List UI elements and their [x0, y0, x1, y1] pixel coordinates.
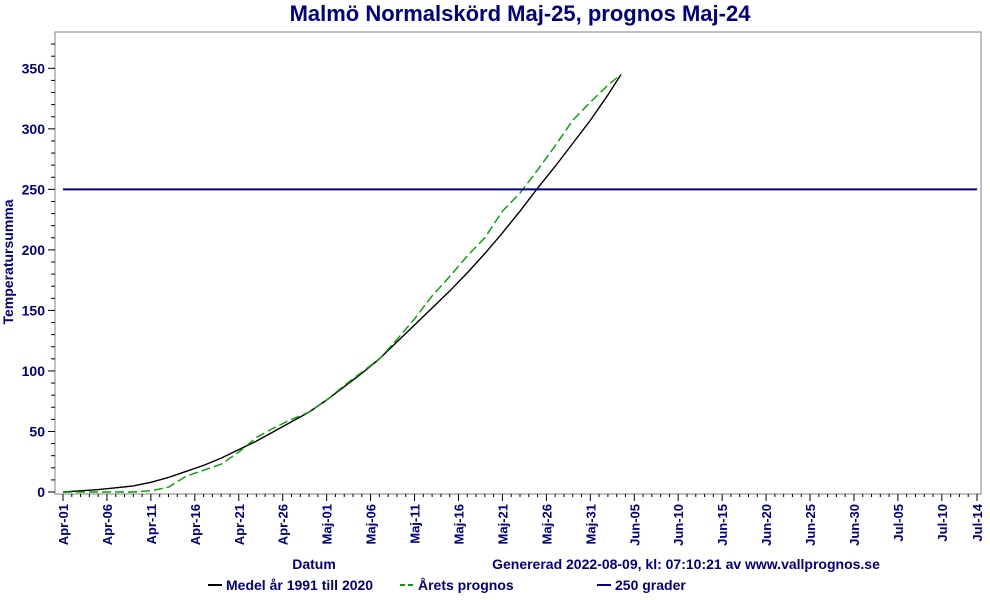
generated-footer: Genererad 2022-08-09, kl: 07:10:21 av ww… [492, 556, 880, 572]
plot-frame [54, 31, 982, 495]
plot-area: 0 50 100 150 200 250 300 350 Apr-01 Apr-06 Apr-11 A… [22, 31, 985, 546]
x-tick-label: Jun-25 [803, 504, 818, 546]
legend: Medel år 1991 till 2020 Årets prognos 250 … [208, 577, 686, 593]
y-tick-label: 350 [22, 60, 46, 76]
x-tick-label: Maj-01 [320, 504, 335, 544]
x-tick-label: Maj-21 [495, 504, 510, 544]
chart-title: Malmö Normalskörd Maj-25, prognos Maj-24 [290, 1, 752, 26]
x-tick-label: Apr-21 [232, 504, 247, 545]
x-tick-label: Jun-30 [847, 504, 862, 546]
y-tick-label: 200 [22, 242, 46, 258]
x-axis-label: Datum [292, 556, 336, 572]
y-tick-label: 50 [29, 423, 45, 439]
series-mean-line [62, 73, 622, 493]
y-tick-label: 100 [22, 363, 46, 379]
x-tick-label: Jul-14 [970, 503, 985, 541]
x-tick-label: Maj-06 [364, 504, 379, 544]
y-axis-label: Temperatursumma [0, 199, 16, 324]
x-tick-label: Apr-11 [144, 504, 159, 544]
x-tick-label: Apr-26 [276, 504, 291, 545]
x-tick-label: Maj-11 [408, 504, 423, 544]
x-tick-label: Maj-26 [539, 504, 554, 544]
y-tick-label: 0 [37, 484, 45, 500]
x-tick-label: Jun-10 [671, 504, 686, 546]
legend-item-forecast: Årets prognos [418, 577, 514, 593]
x-tick-label: Jul-05 [891, 504, 906, 542]
x-tick-label: Apr-16 [188, 504, 203, 545]
y-tick-label: 300 [22, 121, 46, 137]
y-tick-label: 150 [22, 302, 46, 318]
legend-item-250: 250 grader [615, 577, 686, 593]
series-forecast-line [63, 73, 622, 493]
x-tick-label: Maj-31 [583, 504, 598, 544]
x-tick-label: Apr-06 [100, 504, 115, 545]
x-tick-label: Jun-15 [715, 504, 730, 546]
legend-item-mean: Medel år 1991 till 2020 [226, 577, 373, 593]
x-tick-label: Jul-10 [935, 504, 950, 542]
x-tick-label: Apr-01 [56, 504, 71, 545]
x-tick-label: Jun-05 [627, 504, 642, 546]
x-tick-label: Maj-16 [451, 504, 466, 544]
x-tick-label: Jun-20 [759, 504, 774, 546]
y-tick-label: 250 [22, 181, 46, 197]
